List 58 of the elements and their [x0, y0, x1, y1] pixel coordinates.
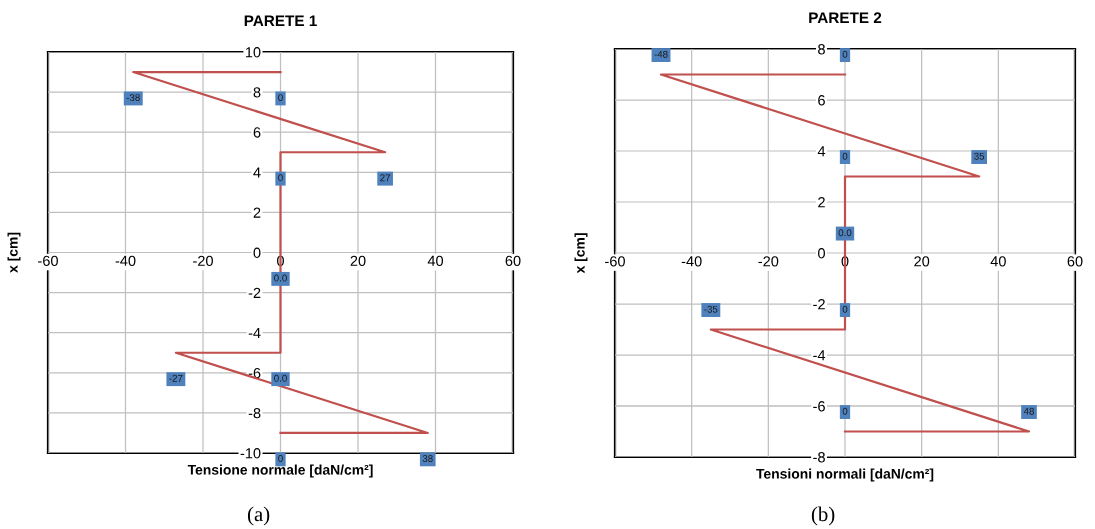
annotation: 0	[278, 455, 283, 462]
x-tick-label: -40	[681, 256, 702, 267]
y-tick-label: -2	[813, 299, 825, 310]
text: (a)	[247, 506, 270, 526]
annotation: 0	[842, 152, 848, 160]
annotation: 0	[278, 94, 283, 102]
x-tick-label: 20	[914, 256, 930, 267]
annotation: -38	[126, 94, 140, 102]
y-tick-label: 0	[253, 247, 261, 258]
x-axis-title: Tensioni normali [daN/cm²]	[756, 468, 934, 482]
annotation: -35	[704, 305, 718, 313]
y-tick-label: 6	[253, 127, 261, 138]
y-tick-label: 6	[818, 95, 825, 106]
y-tick-label: 2	[253, 207, 261, 218]
x-tick-label: -20	[193, 255, 213, 266]
y-axis-title: x [cm]	[7, 232, 21, 273]
x-tick-label: 60	[505, 255, 521, 266]
x-tick-label: -20	[758, 256, 779, 267]
y-tick-label: 0	[818, 248, 825, 259]
text: (b)	[811, 506, 835, 526]
annotation: 0.0	[838, 229, 852, 237]
annotation: -27	[169, 374, 183, 382]
x-tick-label: -60	[38, 255, 58, 266]
annotation: 35	[974, 152, 985, 160]
annotation: 0.0	[274, 374, 287, 382]
y-tick-label: -4	[248, 327, 261, 338]
y-tick-label: 10	[245, 47, 261, 58]
y-tick-label: -10	[240, 448, 261, 459]
annotation: 0	[842, 407, 848, 415]
x-axis-title: Tensione normale [daN/cm²]	[187, 464, 373, 478]
annotation: -48	[654, 50, 668, 58]
y-tick-label: 8	[818, 44, 825, 55]
y-axis-title: x [cm]	[574, 233, 588, 274]
y-tick-label: -8	[813, 452, 825, 463]
annotation: 0.0	[274, 274, 287, 282]
x-tick-label: 40	[990, 256, 1006, 267]
annotation: 0	[278, 174, 283, 182]
y-tick-label: 4	[817, 146, 826, 157]
y-tick-label: -8	[248, 408, 261, 419]
y-tick-label: -6	[248, 367, 261, 379]
chart-title: PARETE 2	[809, 12, 882, 23]
y-tick-label: 4	[253, 167, 261, 178]
y-tick-label: -6	[813, 401, 825, 412]
annotation: 0	[842, 50, 848, 58]
x-tick-label: -60	[605, 256, 625, 267]
y-tick-label: 8	[253, 87, 261, 98]
annotation: 0	[842, 305, 848, 313]
chart-title: PARETE 1	[244, 15, 317, 26]
y-tick-label: -4	[813, 350, 826, 361]
x-tick-label: 60	[1067, 256, 1083, 267]
annotation: 48	[1023, 407, 1034, 415]
annotation: 27	[380, 174, 391, 182]
x-tick-label: 20	[350, 255, 366, 266]
y-tick-label: 2	[818, 197, 825, 208]
x-tick-label: -40	[115, 255, 136, 266]
y-tick-label: -2	[248, 287, 261, 298]
annotation: 38	[422, 455, 433, 462]
x-tick-label: 40	[427, 255, 444, 266]
